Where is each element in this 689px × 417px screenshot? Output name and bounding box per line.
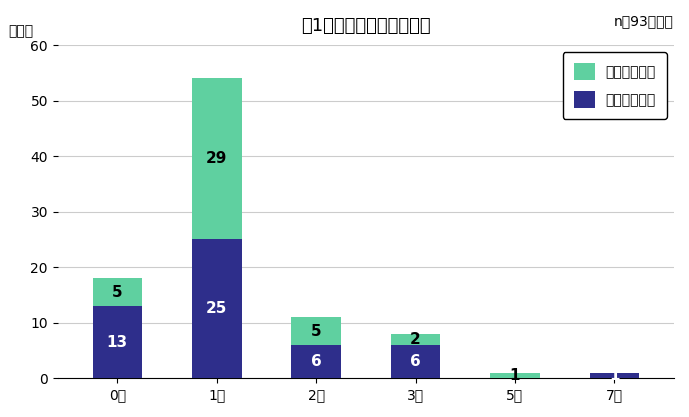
Bar (92, 278, 142, 306)
Bar (391, 334, 440, 345)
Bar (590, 373, 639, 378)
Text: 5: 5 (112, 285, 123, 300)
Text: 2: 2 (410, 332, 421, 347)
Bar (490, 373, 539, 378)
Bar (391, 345, 440, 378)
Text: 1: 1 (510, 368, 520, 383)
Bar (92, 306, 142, 378)
Text: 6: 6 (311, 354, 322, 369)
Title: 図1　ボタン電池誤飲年齢: 図1 ボタン電池誤飲年齢 (301, 17, 431, 35)
Text: n＝93（人）: n＝93（人） (614, 15, 674, 28)
Text: 13: 13 (107, 335, 128, 350)
Bar (291, 317, 341, 345)
Text: 1: 1 (609, 368, 619, 383)
Bar (192, 239, 242, 378)
Bar (291, 345, 341, 378)
Text: （人）: （人） (8, 24, 34, 38)
Text: 25: 25 (206, 301, 227, 317)
Legend: 誤飲（疊い）, 誤飲（確定）: 誤飲（疊い）, 誤飲（確定） (563, 52, 667, 119)
Text: 6: 6 (410, 354, 421, 369)
Bar (192, 78, 242, 239)
Text: 5: 5 (311, 324, 322, 339)
Text: 29: 29 (206, 151, 227, 166)
